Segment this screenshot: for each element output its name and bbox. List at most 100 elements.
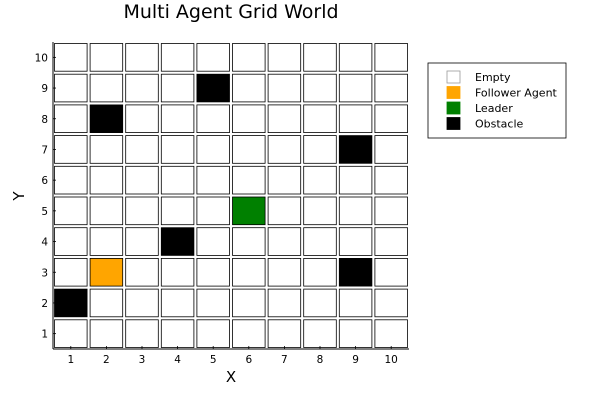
grid-cell-empty (267, 196, 302, 226)
legend-swatch-empty (446, 70, 461, 84)
grid-cell-empty (125, 319, 159, 348)
grid-cell-empty (232, 319, 266, 348)
y-tick-label: 8 (41, 114, 48, 126)
grid-cell-empty (196, 257, 230, 287)
grid-cell-empty (125, 196, 159, 226)
grid-cell-empty (125, 43, 159, 72)
y-tick-label: 9 (41, 83, 48, 95)
grid-cell-obstacle (338, 257, 373, 287)
legend-swatch-leader (446, 101, 461, 115)
grid-cell-empty (54, 257, 88, 287)
y-tick-label: 3 (41, 267, 48, 279)
grid-cell-leader (232, 196, 266, 226)
grid-cell-empty (125, 104, 159, 134)
grid-cell-empty (303, 196, 337, 226)
grid-cell-empty (303, 73, 337, 103)
legend-swatch-obstacle (446, 117, 461, 130)
legend-items: Empty Follower Agent Leader Obstacle (446, 70, 558, 131)
grid-cell-empty (374, 319, 408, 348)
y-tick-label: 2 (41, 298, 48, 310)
grid-cell-empty (125, 227, 159, 256)
grid-cell-empty (374, 227, 408, 256)
grid-cell-obstacle (89, 104, 124, 134)
grid-cell-empty (160, 43, 195, 72)
x-tick-label: 2 (103, 354, 110, 366)
grid-cell-empty (160, 288, 195, 318)
grid-cell-empty (89, 43, 124, 72)
grid-cell-empty (338, 104, 373, 134)
grid-cell-empty (125, 73, 159, 103)
grid-cell-empty (232, 288, 266, 318)
grid-cell-empty (196, 288, 230, 318)
grid-cell-obstacle (160, 227, 195, 256)
grid-cell-empty (338, 319, 373, 348)
grid-cell-empty (54, 319, 88, 348)
grid-cell-empty (303, 135, 337, 164)
grid-cell-obstacle (196, 73, 230, 103)
x-tick-label: 7 (281, 354, 288, 366)
grid-cell-empty (267, 104, 302, 134)
grid-cells (54, 43, 408, 348)
grid-cell-empty (196, 196, 230, 226)
grid-cell-empty (160, 196, 195, 226)
grid-cell-empty (303, 104, 337, 134)
grid-cell-empty (89, 319, 124, 348)
grid-cell-empty (303, 257, 337, 287)
x-axis-label: X (226, 368, 236, 386)
grid-cell-empty (374, 43, 408, 72)
grid-cell-empty (374, 288, 408, 318)
grid-cell-empty (196, 43, 230, 72)
legend-label-empty: Empty (475, 71, 511, 84)
grid-cell-empty (338, 227, 373, 256)
grid-cell-empty (232, 165, 266, 195)
grid-cell-empty (196, 227, 230, 256)
grid-cell-empty (54, 196, 88, 226)
grid-cell-empty (267, 135, 302, 164)
grid-cell-empty (232, 104, 266, 134)
x-tick-label: 4 (174, 354, 181, 366)
grid-cell-empty (54, 104, 88, 134)
grid-cell-empty (232, 257, 266, 287)
x-axis-ticks: 1 2 3 4 5 6 7 8 9 10 (67, 346, 398, 366)
grid-cell-obstacle (54, 288, 88, 318)
legend-swatch-follower (446, 86, 461, 99)
legend: Empty Follower Agent Leader Obstacle (427, 62, 567, 139)
grid-cell-empty (125, 165, 159, 195)
grid-cell-empty (196, 319, 230, 348)
grid-cell-empty (303, 165, 337, 195)
grid-cell-empty (160, 257, 195, 287)
y-axis-label: Y (10, 191, 28, 202)
y-tick-label: 1 (41, 329, 48, 341)
grid-cell-empty (89, 227, 124, 256)
grid-cell-empty (196, 135, 230, 164)
chart-title: Multi Agent Grid World (123, 1, 338, 23)
grid-cell-empty (374, 257, 408, 287)
grid-cell-empty (303, 227, 337, 256)
grid-cell-empty (338, 165, 373, 195)
grid-cell-empty (374, 135, 408, 164)
grid-cell-empty (232, 227, 266, 256)
legend-label-leader: Leader (475, 102, 513, 115)
grid-cell-empty (160, 319, 195, 348)
grid-cell-empty (303, 319, 337, 348)
y-tick-label: 6 (41, 175, 48, 187)
grid-cell-empty (267, 288, 302, 318)
y-axis-ticks: 1 2 3 4 5 6 7 8 9 10 (35, 52, 56, 341)
grid-cell-empty (89, 165, 124, 195)
grid-cell-empty (374, 165, 408, 195)
grid-cell-empty (89, 288, 124, 318)
grid-cell-empty (374, 196, 408, 226)
legend-label-obstacle: Obstacle (475, 118, 524, 131)
grid-cell-empty (54, 227, 88, 256)
y-tick-label: 10 (35, 52, 48, 64)
grid-cell-empty (267, 257, 302, 287)
grid-cell-empty (374, 73, 408, 103)
x-tick-label: 3 (139, 354, 146, 366)
grid-cell-empty (54, 165, 88, 195)
grid-cell-empty (160, 165, 195, 195)
y-tick-label: 4 (41, 237, 48, 249)
grid-cell-empty (125, 257, 159, 287)
x-tick-label: 10 (385, 354, 398, 366)
grid-cell-empty (54, 43, 88, 72)
grid-cell-empty (267, 227, 302, 256)
